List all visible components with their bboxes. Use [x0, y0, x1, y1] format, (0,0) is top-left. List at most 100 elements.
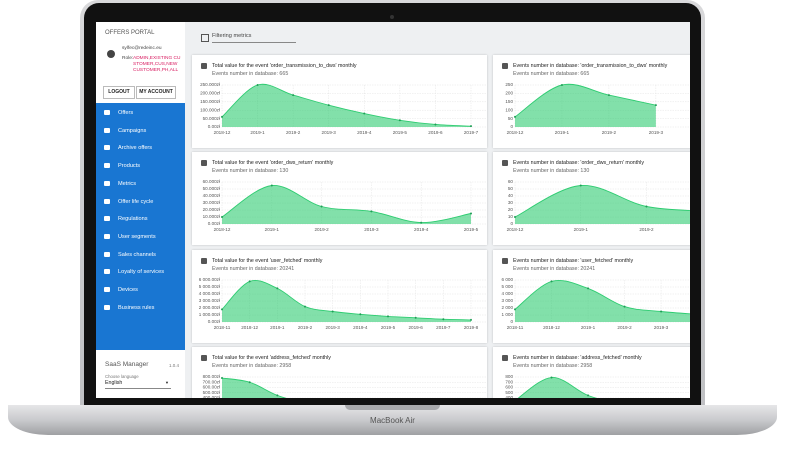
- y-tick-label: 0.00zł: [208, 319, 220, 324]
- x-tick-label: 2018-12: [507, 227, 524, 232]
- chart: 0 50 100 150 200 250 2018-12 2019-1 2019-2 2019-3: [505, 82, 690, 135]
- y-tick-label: 100.000zł: [200, 107, 220, 112]
- line: [517, 377, 598, 398]
- card-icon: [502, 355, 508, 361]
- x-tick-label: 2018-12: [507, 130, 524, 135]
- card-title: Events number in database: 'address_fetc…: [513, 355, 642, 361]
- point: [304, 305, 306, 308]
- y-tick-label: 1 000.00zł: [199, 312, 220, 317]
- menu-item[interactable]: Regulations: [96, 211, 185, 227]
- x-tick-label: 2018-11: [507, 325, 524, 330]
- account-button[interactable]: MY ACCOUNT: [136, 86, 176, 99]
- y-tick-label: 700: [505, 379, 513, 384]
- menu-label: Regulations: [118, 216, 148, 223]
- y-tick-label: 700.00zł: [203, 379, 220, 384]
- x-tick-label: 2019-4: [353, 325, 368, 330]
- point: [387, 315, 389, 318]
- y-tick-label: 50.000zł: [203, 116, 220, 121]
- card-title: Total value for the event 'user_fetched'…: [212, 258, 323, 264]
- x-tick-label: 2019-3: [364, 227, 379, 232]
- y-tick-label: 60: [508, 179, 514, 184]
- menu-label: Offer life cycle: [118, 198, 154, 205]
- menu-icon: [104, 269, 110, 275]
- point: [470, 125, 472, 128]
- card-title: Events number in database: 'order_dws_re…: [513, 160, 644, 166]
- point: [414, 316, 417, 319]
- x-tick-label: 2019-5: [381, 325, 396, 330]
- point: [470, 212, 472, 215]
- point: [420, 221, 423, 224]
- x-tick-label: 2019-2: [617, 325, 632, 330]
- area-fill: [515, 84, 656, 127]
- card-icon: [201, 160, 207, 166]
- point: [276, 394, 279, 397]
- y-tick-label: 60.000zł: [203, 179, 220, 184]
- menu-item[interactable]: Offer life cycle: [96, 194, 185, 210]
- y-tick-label: 2 000.00zł: [199, 305, 220, 310]
- x-tick-label: 2018-12: [241, 325, 258, 330]
- y-tick-label: 40.000zł: [203, 193, 220, 198]
- point: [256, 84, 259, 86]
- y-tick-label: 200.000zł: [200, 91, 220, 96]
- line: [221, 279, 472, 321]
- metric-card: Events number in database: 'order_transm…: [493, 55, 690, 148]
- filter-input[interactable]: Filtering metrics: [212, 33, 296, 43]
- point: [276, 287, 279, 290]
- card-title: Total value for the event 'address_fetch…: [212, 355, 331, 361]
- y-tick-label: 50: [508, 186, 514, 191]
- email: sylfec@redeinc.eu: [122, 46, 162, 51]
- menu-label: Offers: [118, 110, 134, 116]
- menu-item[interactable]: Sales channels: [96, 247, 185, 263]
- chart: 0 1 000 2 000 3 000 4 000 5 000 6 000 2018-11 20…: [502, 277, 690, 330]
- portal-title: OFFERS PORTAL: [105, 30, 155, 36]
- dropdown-arrow: ▼: [165, 380, 169, 385]
- point: [550, 280, 553, 283]
- y-tick-label: 0.00zł: [208, 221, 220, 226]
- menu-item[interactable]: Loyalty of services: [96, 264, 185, 280]
- laptop-brand: MacBook Air: [370, 416, 415, 425]
- y-tick-label: 250: [505, 82, 513, 87]
- menu-item[interactable]: Offers: [96, 105, 185, 121]
- main: Filtering metrics Total value for the ev…: [185, 22, 690, 398]
- point: [514, 216, 516, 218]
- y-tick-label: 250.000zł: [200, 82, 220, 87]
- x-tick-label: 2019-3: [322, 130, 337, 135]
- language-select[interactable]: English ▼: [105, 380, 171, 389]
- logout-button[interactable]: LOGOUT: [103, 86, 135, 99]
- language: English: [105, 380, 123, 386]
- y-tick-label: 0.00zł: [208, 124, 220, 129]
- point: [320, 205, 323, 208]
- menu-item[interactable]: Metrics: [96, 176, 185, 192]
- card-icon: [201, 355, 207, 361]
- y-tick-label: 500.00zł: [203, 390, 220, 395]
- y-tick-label: 100: [505, 107, 513, 112]
- x-tick-label: 2019-1: [555, 130, 570, 135]
- x-tick-label: 2019-2: [314, 227, 329, 232]
- menu-item[interactable]: User segments: [96, 229, 185, 245]
- point: [327, 104, 330, 107]
- area-fill: [518, 377, 596, 398]
- x-tick-label: 2019-8: [464, 325, 479, 330]
- y-tick-label: 10: [508, 214, 514, 219]
- menu-item[interactable]: Devices: [96, 282, 185, 298]
- x-tick-label: 2018-11: [214, 325, 231, 330]
- metric-card: Total value for the event 'order_transmi…: [192, 55, 487, 148]
- area-fill: [222, 84, 471, 127]
- metric-card: Events number in database: 'order_dws_re…: [493, 152, 690, 245]
- menu-item[interactable]: Products: [96, 158, 185, 174]
- x-tick-label: 2018-12: [214, 130, 231, 135]
- y-tick-label: 3 000.00zł: [199, 298, 220, 303]
- version: 1.0.4: [169, 363, 180, 368]
- y-tick-label: 5 000: [502, 284, 514, 289]
- menu-item[interactable]: Archive offers: [96, 140, 185, 156]
- card-subtitle: Events number in database: 2958: [212, 363, 292, 369]
- menu-item[interactable]: Campaigns: [96, 123, 185, 139]
- card-subtitle: Events number in database: 2958: [513, 363, 593, 369]
- metric-card: Total value for the event 'user_fetched'…: [192, 250, 487, 343]
- menu-item[interactable]: Business rules: [96, 300, 185, 316]
- line: [514, 279, 690, 315]
- app-name: SaaS Manager: [105, 361, 149, 368]
